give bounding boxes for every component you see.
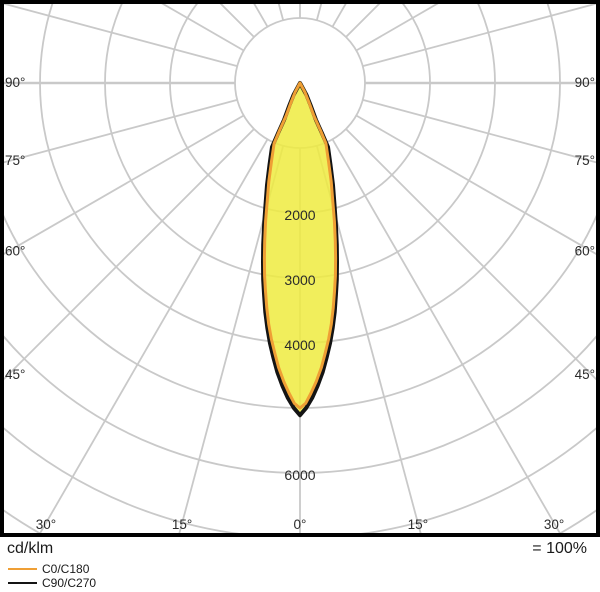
grid-spoke-330 <box>38 138 269 534</box>
legend-item-c90-c270: C90/C270 <box>0 576 600 590</box>
ring-label-6000: 6000 <box>284 467 315 483</box>
angle-label-right-90: 90° <box>575 75 595 90</box>
angle-label-bottom-left-30: 30° <box>36 517 56 532</box>
angle-label-left-90: 90° <box>5 75 25 90</box>
grid-spoke-135 <box>345 3 382 38</box>
grid-spoke-300 <box>3 114 245 256</box>
ring-label-3000: 3000 <box>284 272 315 288</box>
grid-spoke-240 <box>159 3 245 52</box>
legend-line-c90-c270-icon <box>8 582 37 584</box>
plot-frame <box>0 0 600 537</box>
angle-label-left-75: 75° <box>5 153 25 168</box>
grid-spoke-105 <box>362 3 597 68</box>
normalization-label: = 100% <box>532 540 587 557</box>
grid-spoke-285 <box>3 98 238 164</box>
grid-spoke-315 <box>3 128 255 382</box>
grid-spoke-30 <box>331 138 562 534</box>
angle-label-bottom-right-15: 15° <box>408 517 428 532</box>
grid-spoke-255 <box>3 3 238 68</box>
grid-spoke-120 <box>355 3 441 52</box>
chart-labels: 2000 3000 4000 6000 90° 75° 60° 45° 90° 75° 60° 45°… <box>5 75 595 532</box>
angle-label-bottom-right-30: 30° <box>544 517 564 532</box>
legend-line-c0-c180-icon <box>8 568 37 570</box>
ring-label-4000: 4000 <box>284 337 315 353</box>
ring-label-2000: 2000 <box>284 207 315 223</box>
angle-label-bottom-0: 0° <box>294 517 307 532</box>
grid-spoke-45 <box>345 128 597 382</box>
polar-chart: 2000 3000 4000 6000 90° 75° 60° 45° 90° 75° 60° 45°… <box>0 0 600 537</box>
units-label: cd/klm <box>7 540 54 557</box>
grid-spoke-60 <box>355 114 597 256</box>
angle-label-left-60: 60° <box>5 244 25 259</box>
beam-curves <box>261 81 339 418</box>
beam-curve-c90-c270 <box>261 81 339 418</box>
angle-label-right-60: 60° <box>575 244 595 259</box>
grid-spoke-75 <box>362 98 597 164</box>
legend-item-c0-c180: C0/C180 <box>0 562 600 576</box>
grid-spoke-225 <box>218 3 255 38</box>
beam-curve-c0-c180 <box>262 81 338 410</box>
angle-label-right-75: 75° <box>575 153 595 168</box>
grid-spoke-345 <box>178 145 285 534</box>
legend-label-c0-c180: C0/C180 <box>42 562 90 576</box>
angle-label-left-45: 45° <box>5 367 25 382</box>
legend-label-c90-c270: C90/C270 <box>42 576 97 590</box>
angle-label-bottom-left-15: 15° <box>172 517 192 532</box>
grid-spoke-15 <box>315 145 422 534</box>
angle-label-right-45: 45° <box>575 367 595 382</box>
